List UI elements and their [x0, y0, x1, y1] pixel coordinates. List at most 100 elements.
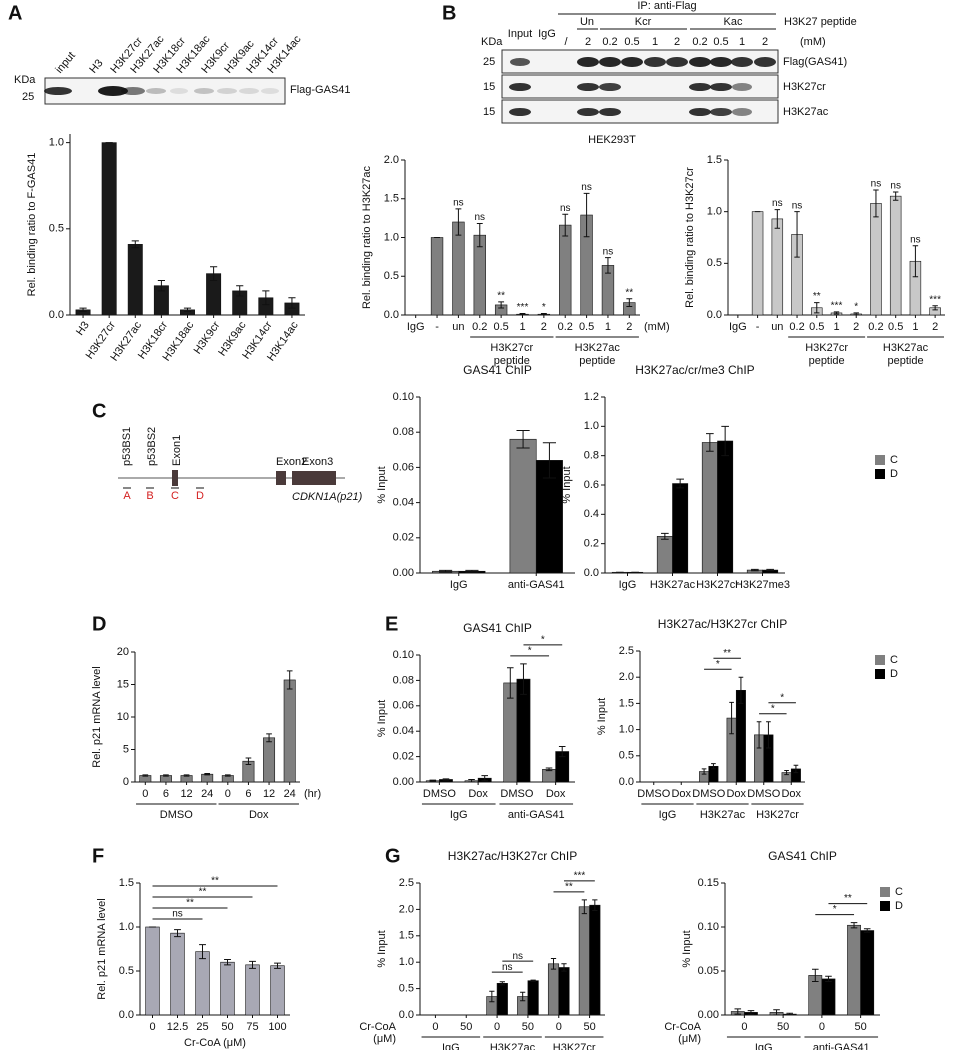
bar: [195, 951, 210, 1016]
error-bar: [163, 774, 169, 777]
bar: [889, 195, 902, 316]
y-tick-label: 0.5: [384, 270, 399, 282]
y-tick-label: 2.0: [619, 671, 634, 683]
x-tick-label: H3K27ac: [650, 579, 696, 591]
y-tick-label: 0.0: [384, 309, 399, 321]
y-tick-label: 0.06: [393, 461, 414, 473]
blot-a-frame: [44, 77, 286, 105]
error-bar: [506, 667, 514, 699]
x-tick-label: 2: [541, 321, 547, 333]
y-axis-label: Rel. p21 mRNA level: [96, 898, 108, 1000]
error-bar: [756, 721, 762, 749]
y-tick-label: 0.04: [393, 725, 414, 737]
lane-label: /: [564, 36, 568, 48]
bracket-label: *: [541, 635, 545, 646]
error-bar: [892, 191, 899, 201]
x-tick-label: 0: [432, 1021, 438, 1033]
x-tick-label: 0.5: [493, 321, 508, 333]
bar: [751, 211, 764, 316]
y-tick-label: 0.08: [393, 674, 414, 686]
bar: [496, 983, 508, 1016]
panel-label: E: [385, 613, 398, 635]
chart-title: H3K27ac/H3K27cr ChIP: [448, 849, 577, 863]
x-tick-label: Dox: [546, 788, 566, 800]
x-tick-label: IgG: [450, 579, 468, 591]
error-bar: [721, 425, 729, 457]
x-tick-label: 12: [263, 788, 275, 800]
error-bar: [489, 990, 495, 1003]
group-label: IgG: [450, 809, 468, 821]
group-sublabel: peptide: [809, 355, 845, 367]
x-tick-label: 1: [605, 321, 611, 333]
x-tick-label: 0.5: [809, 321, 824, 333]
y-tick-label: 0.5: [619, 750, 634, 762]
primer-label: D: [196, 490, 204, 502]
y-axis-label: % Input: [376, 466, 388, 503]
y-axis-label: % Input: [561, 466, 573, 503]
error-bar: [438, 569, 453, 573]
significance-label: ns: [453, 197, 464, 208]
bar: [542, 768, 556, 783]
significance-label: **: [813, 291, 821, 302]
y-tick-label: 0.4: [584, 508, 599, 520]
blot-a-bands: [44, 86, 279, 96]
y-tick-label: 0.08: [393, 426, 414, 438]
y-tick-label: 0.5: [707, 257, 722, 269]
group-label: H3K27cr: [756, 809, 799, 821]
error-bar: [266, 733, 272, 743]
y-tick-label: 0.0: [619, 776, 634, 788]
significance-label: ns: [560, 203, 571, 214]
legend-swatch: [875, 669, 885, 679]
error-bar: [249, 960, 256, 969]
error-bar: [499, 981, 505, 986]
x-tick-label: 1: [912, 321, 918, 333]
marker-label: 25: [483, 56, 495, 68]
blot-b-frames: [501, 49, 779, 124]
error-bar: [774, 209, 781, 229]
error-bar: [274, 962, 281, 969]
peptide-label: H3K27 peptide: [784, 16, 857, 28]
significance-label: ns: [772, 198, 783, 209]
group-label: H3K27ac: [883, 342, 929, 354]
significance-label: *: [542, 302, 546, 313]
panel-label: C: [92, 400, 106, 422]
x-tick-label: 0: [149, 1021, 155, 1033]
significance-label: ns: [603, 246, 614, 257]
y-tick-label: 2.5: [619, 645, 634, 657]
x-tick-label: anti-GAS41: [508, 579, 565, 591]
y-tick-label: 1.5: [399, 930, 414, 942]
group-label: H3K27ac: [490, 1042, 536, 1050]
error-bar: [530, 979, 536, 982]
x-tick-label: Dox: [671, 788, 691, 800]
gene-label: CDKN1A(p21): [292, 491, 363, 503]
error-bar: [157, 280, 165, 292]
group-sublabel: peptide: [494, 355, 530, 367]
lane-label: 1: [652, 36, 658, 48]
y-tick-label: 0.05: [698, 965, 719, 977]
row-label: (μM): [373, 1033, 396, 1045]
group-label: H3K27ac: [700, 809, 746, 821]
y-tick-label: 0: [123, 776, 129, 788]
y-axis-label: % Input: [596, 698, 608, 735]
bracket-label: **: [211, 876, 219, 887]
lane-label: H3: [87, 57, 105, 75]
x-tick-label: 0: [741, 1021, 747, 1033]
y-tick-label: 0.2: [584, 538, 599, 550]
error-bar: [79, 307, 87, 313]
x-tick-label: Dox: [726, 788, 746, 800]
error-bar: [224, 959, 231, 966]
panel-label: F: [92, 845, 104, 867]
bar: [821, 978, 836, 1016]
bracket-label: *: [780, 692, 784, 703]
group-label: anti-GAS41: [508, 809, 565, 821]
x-tick-label: 50: [522, 1021, 534, 1033]
x-tick-label: Dox: [781, 788, 801, 800]
row-label: Cr-CoA: [359, 1021, 396, 1033]
x-tick-label: -: [756, 321, 760, 333]
error-bar: [734, 1008, 742, 1015]
error-bar: [581, 899, 587, 915]
error-bar: [498, 301, 505, 309]
x-tick-label: 0: [494, 1021, 500, 1033]
